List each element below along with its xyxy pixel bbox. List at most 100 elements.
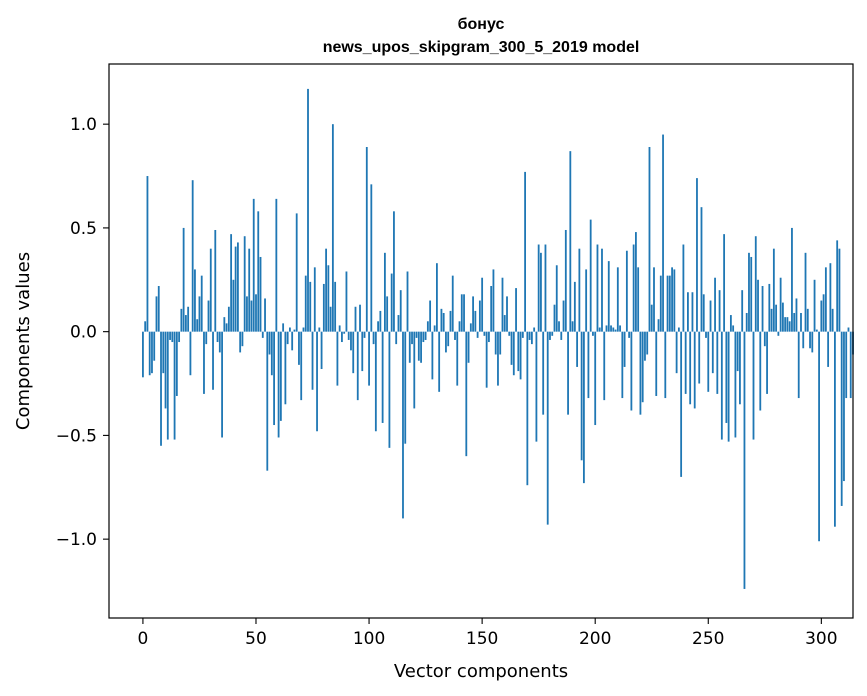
bar-40 [232, 279, 235, 332]
bar-111 [393, 211, 395, 332]
bar-37 [225, 323, 228, 332]
bar-86 [336, 331, 339, 386]
bar-237 [677, 327, 680, 332]
bar-230 [662, 134, 664, 332]
bar-241 [687, 292, 689, 332]
bar-231 [664, 331, 667, 399]
bar-201 [596, 244, 599, 332]
bar-205 [605, 325, 608, 332]
bar-133 [442, 312, 445, 332]
bar-200 [594, 331, 597, 426]
bar-148 [476, 331, 479, 338]
bar-180 [549, 331, 551, 340]
bar-35 [221, 331, 223, 438]
bar-157 [497, 331, 499, 386]
bar-155 [492, 269, 495, 332]
bar-307 [836, 240, 839, 332]
bar-311 [845, 331, 848, 399]
bar-198 [589, 219, 592, 332]
bar-121 [415, 331, 418, 338]
bar-17 [180, 308, 183, 332]
bar-22 [191, 180, 194, 332]
bar-154 [490, 286, 493, 332]
bar-27 [203, 331, 205, 394]
bar-56 [268, 331, 271, 355]
bar-28 [205, 331, 208, 345]
bar-85 [334, 281, 337, 332]
bar-92 [350, 331, 352, 351]
bar-101 [370, 184, 373, 332]
bar-96 [359, 304, 361, 332]
bar-164 [512, 331, 515, 376]
bar-179 [546, 331, 549, 525]
bar-153 [488, 331, 490, 343]
bar-272 [757, 279, 759, 332]
bar-279 [772, 248, 775, 332]
bar-275 [763, 331, 766, 347]
bar-261 [732, 325, 735, 332]
bar-296 [811, 331, 814, 353]
bar-181 [551, 331, 554, 336]
bar-127 [429, 300, 432, 332]
bar-14 [173, 331, 176, 440]
bar-42 [237, 242, 239, 332]
bar-138 [454, 331, 456, 340]
bars-group [142, 88, 854, 589]
bar-77 [316, 331, 318, 432]
bar-174 [535, 331, 538, 442]
bar-108 [386, 296, 389, 332]
bar-110 [390, 273, 393, 332]
bar-178 [544, 244, 547, 332]
bar-216 [630, 331, 633, 411]
bar-114 [399, 290, 402, 332]
bar-301 [822, 294, 825, 332]
bar-183 [555, 265, 558, 332]
bar-34 [218, 331, 221, 353]
bar-302 [824, 267, 827, 332]
bar-270 [752, 331, 755, 440]
bar-264 [739, 331, 741, 405]
bar-99 [365, 147, 368, 332]
bar-214 [625, 250, 628, 332]
bar-151 [483, 331, 486, 336]
bar-30 [209, 248, 212, 332]
bar-170 [526, 331, 529, 486]
bar-229 [659, 275, 662, 332]
bar-126 [426, 321, 429, 332]
bar-47 [248, 248, 251, 332]
bar-287 [791, 227, 793, 332]
plot-frame [108, 63, 854, 619]
bar-90 [345, 271, 348, 332]
bar-199 [592, 331, 594, 336]
bar-118 [408, 331, 411, 363]
bar-26 [200, 275, 203, 332]
bar-185 [560, 331, 563, 340]
bar-278 [770, 308, 773, 332]
bar-297 [813, 279, 816, 332]
bar-159 [501, 277, 504, 332]
bar-6 [155, 296, 158, 332]
bar-242 [689, 331, 692, 405]
bar-303 [827, 331, 830, 367]
bar-55 [266, 331, 269, 471]
bar-152 [485, 331, 488, 388]
bar-295 [809, 331, 811, 349]
chart-title: бонус news_upos_skipgram_300_5_2019 mode… [323, 16, 640, 56]
bar-276 [766, 331, 768, 394]
bar-15 [175, 331, 178, 396]
bar-219 [637, 267, 640, 332]
bar-16 [178, 331, 181, 343]
bar-4 [151, 331, 153, 374]
bar-192 [576, 331, 579, 367]
bar-312 [847, 327, 850, 332]
bar-120 [413, 331, 416, 409]
bar-166 [517, 331, 520, 372]
bar-81 [325, 248, 327, 332]
bar-191 [573, 281, 576, 332]
bar-167 [519, 331, 522, 380]
bar-204 [603, 331, 606, 401]
bar-280 [775, 304, 778, 332]
bar-284 [784, 317, 787, 332]
bar-147 [474, 310, 477, 332]
bar-217 [632, 244, 635, 332]
